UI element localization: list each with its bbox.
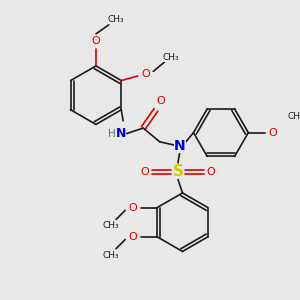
Text: H: H — [108, 128, 116, 139]
Text: O: O — [128, 232, 137, 242]
Text: N: N — [174, 139, 186, 153]
Text: CH₃: CH₃ — [102, 250, 119, 260]
Text: O: O — [156, 96, 165, 106]
Text: O: O — [141, 167, 149, 177]
Text: CH₃: CH₃ — [102, 221, 119, 230]
Text: O: O — [142, 69, 150, 79]
Text: N: N — [116, 127, 127, 140]
Text: O: O — [92, 36, 100, 46]
Text: CH₃: CH₃ — [108, 15, 124, 24]
Text: O: O — [128, 202, 137, 213]
Text: O: O — [206, 167, 215, 177]
Text: O: O — [268, 128, 278, 138]
Text: CH₃: CH₃ — [162, 53, 179, 62]
Text: S: S — [172, 164, 184, 179]
Text: CH₃: CH₃ — [287, 112, 300, 121]
